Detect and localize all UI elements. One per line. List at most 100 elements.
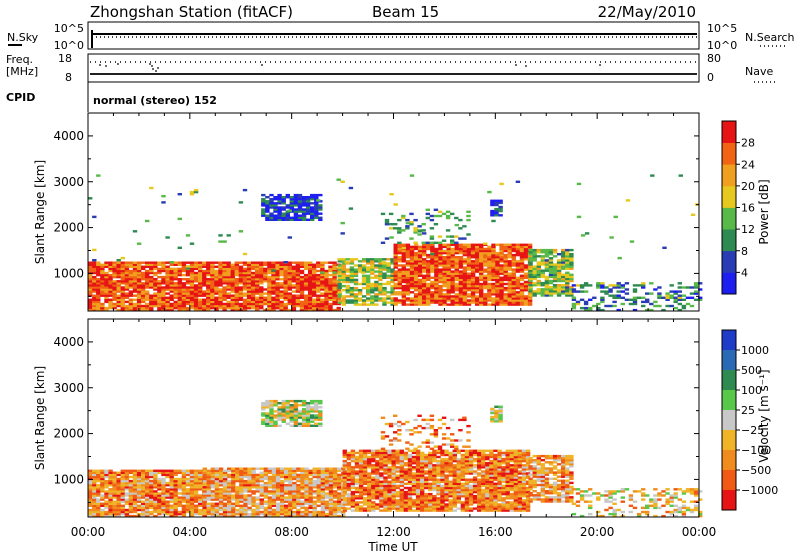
power-cell xyxy=(189,193,195,196)
power-cell xyxy=(165,306,170,310)
velocity-cell xyxy=(324,467,330,470)
velocity-cell xyxy=(247,502,252,505)
velocity-cell xyxy=(324,469,330,472)
power-cell xyxy=(386,258,391,261)
power-cell xyxy=(632,300,638,304)
power-cell xyxy=(475,280,480,284)
power-cell xyxy=(499,247,504,251)
power-cell xyxy=(662,246,667,249)
velocity-cell xyxy=(193,512,199,516)
power-cell xyxy=(259,280,264,283)
power-cell xyxy=(503,245,508,249)
power-cell xyxy=(169,288,174,291)
power-cell xyxy=(263,300,268,304)
velocity-cell xyxy=(284,475,289,479)
velocity-cell xyxy=(375,476,380,479)
power-cell xyxy=(417,282,423,286)
power-cell xyxy=(536,255,541,258)
power-cell xyxy=(198,298,203,301)
velocity-cell xyxy=(128,496,134,499)
power-cell xyxy=(259,294,264,297)
power-cell xyxy=(357,266,363,269)
power-cell xyxy=(519,268,525,271)
power-cell xyxy=(645,300,650,304)
power-cell xyxy=(255,271,260,275)
power-cell xyxy=(246,284,252,287)
velocity-cell xyxy=(271,488,277,491)
power-cell xyxy=(337,260,342,263)
power-cell xyxy=(281,206,286,209)
velocity-cell xyxy=(328,484,334,487)
power-cell xyxy=(624,282,630,285)
velocity-cell xyxy=(202,477,207,481)
power-cell xyxy=(283,261,288,264)
power-cell xyxy=(238,278,244,281)
power-cell xyxy=(470,245,476,249)
power-cell xyxy=(491,219,496,223)
power-cell xyxy=(337,286,342,290)
power-cell xyxy=(185,280,191,283)
power-cell xyxy=(382,264,387,267)
velocity-cell xyxy=(387,495,392,498)
power-cell xyxy=(532,267,537,270)
power-cell xyxy=(92,282,97,285)
velocity-cell xyxy=(342,492,347,496)
velocity-cell xyxy=(227,492,232,495)
power-cell xyxy=(536,263,541,266)
velocity-cell xyxy=(104,510,109,514)
velocity-cell xyxy=(227,498,232,501)
power-cell xyxy=(454,289,459,292)
power-cell xyxy=(206,280,211,283)
power-cell xyxy=(499,266,504,269)
velocity-cell xyxy=(214,488,220,491)
power-cell xyxy=(374,276,379,279)
velocity-cell xyxy=(358,482,364,485)
power-cell xyxy=(511,247,516,251)
power-cell xyxy=(470,251,476,255)
power-cell xyxy=(397,270,402,273)
power-cell xyxy=(450,278,455,282)
power-cell xyxy=(214,292,219,295)
velocity-cell xyxy=(288,498,293,501)
power-cell xyxy=(116,269,121,273)
velocity-cell xyxy=(161,506,166,510)
power-cell xyxy=(297,204,303,207)
velocity-cell xyxy=(292,498,297,501)
power-cell xyxy=(565,267,570,270)
power-cell xyxy=(263,273,268,277)
power-cell xyxy=(165,271,170,275)
velocity-cell xyxy=(387,468,392,471)
power-cell xyxy=(532,275,537,279)
power-cell xyxy=(495,297,500,300)
velocity-cell xyxy=(185,496,191,499)
velocity-cell xyxy=(202,488,207,491)
velocity-cell xyxy=(120,477,125,481)
velocity-cell xyxy=(316,467,321,470)
velocity-cell xyxy=(267,479,273,483)
velocity-cell xyxy=(128,506,134,510)
power-cell xyxy=(353,293,359,296)
power-cell xyxy=(569,292,574,295)
power-cell xyxy=(173,286,178,289)
power-cell xyxy=(185,296,191,299)
power-cell xyxy=(210,284,215,287)
power-cell xyxy=(222,267,227,271)
power-cell xyxy=(446,253,451,257)
power-cell xyxy=(475,301,480,304)
power-cell xyxy=(540,255,545,258)
power-cell xyxy=(499,291,504,294)
power-cell xyxy=(96,174,101,177)
power-cell xyxy=(390,284,395,288)
power-cell xyxy=(579,286,585,289)
velocity-cell xyxy=(350,459,356,463)
velocity-cell xyxy=(108,477,113,481)
power-cell xyxy=(318,206,323,209)
power-cell xyxy=(206,292,211,295)
power-cell xyxy=(165,275,170,279)
velocity-cell xyxy=(239,512,244,516)
power-cell xyxy=(193,261,199,264)
power-cell xyxy=(310,216,315,219)
power-cell xyxy=(442,280,447,284)
velocity-cell xyxy=(375,492,380,496)
velocity-cell xyxy=(157,512,162,516)
